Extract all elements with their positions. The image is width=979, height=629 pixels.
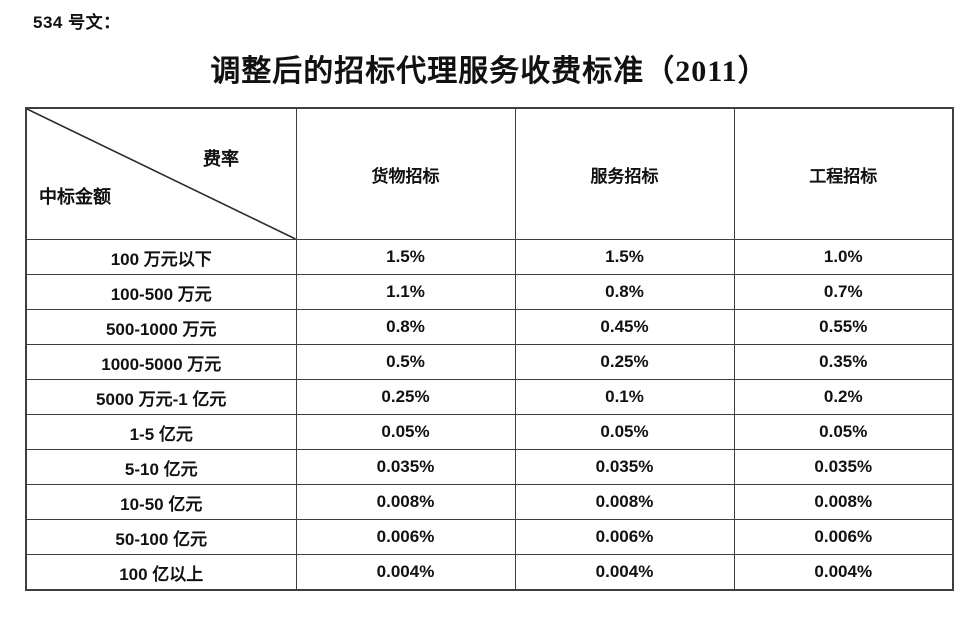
- fee-table: 费率 中标金额 货物招标 服务招标 工程招标 100 万元以下 1.5% 1.5…: [25, 107, 954, 591]
- amount-cell: 5000 万元-1 亿元: [25, 379, 297, 415]
- goods-rate-cell: 0.004%: [295, 554, 516, 591]
- table-row: 100-500 万元 1.1% 0.8% 0.7%: [25, 274, 954, 310]
- table-row: 5-10 亿元 0.035% 0.035% 0.035%: [25, 449, 954, 485]
- goods-rate-cell: 0.5%: [295, 344, 516, 380]
- goods-rate-cell: 0.008%: [295, 484, 516, 520]
- table-row: 10-50 亿元 0.008% 0.008% 0.008%: [25, 484, 954, 520]
- goods-rate-cell: 1.5%: [295, 239, 516, 275]
- service-rate-cell: 0.25%: [514, 344, 735, 380]
- goods-rate-cell: 0.25%: [295, 379, 516, 415]
- page-title: 调整后的招标代理服务收费标准（2011）: [210, 55, 769, 88]
- amount-cell: 100 万元以下: [25, 239, 297, 275]
- service-rate-cell: 0.05%: [514, 414, 735, 450]
- service-rate-cell: 1.5%: [514, 239, 735, 275]
- engineering-rate-cell: 0.05%: [733, 414, 954, 450]
- goods-rate-cell: 0.05%: [295, 414, 516, 450]
- engineering-rate-cell: 0.35%: [733, 344, 954, 380]
- amount-cell: 1-5 亿元: [25, 414, 297, 450]
- engineering-rate-cell: 0.7%: [733, 274, 954, 310]
- column-header-goods: 货物招标: [295, 107, 516, 240]
- table-row: 100 万元以下 1.5% 1.5% 1.0%: [25, 239, 954, 275]
- engineering-rate-cell: 0.008%: [733, 484, 954, 520]
- engineering-rate-cell: 0.006%: [733, 519, 954, 555]
- amount-cell: 100-500 万元: [25, 274, 297, 310]
- table-row: 50-100 亿元 0.006% 0.006% 0.006%: [25, 519, 954, 555]
- goods-rate-cell: 0.8%: [295, 309, 516, 345]
- table-row: 1000-5000 万元 0.5% 0.25% 0.35%: [25, 344, 954, 380]
- engineering-rate-cell: 0.004%: [733, 554, 954, 591]
- amount-cell: 500-1000 万元: [25, 309, 297, 345]
- goods-rate-cell: 0.035%: [295, 449, 516, 485]
- service-rate-cell: 0.8%: [514, 274, 735, 310]
- doc-number: 534 号文：: [33, 13, 121, 32]
- corner-label-rate: 费率: [203, 149, 239, 169]
- engineering-rate-cell: 1.0%: [733, 239, 954, 275]
- service-rate-cell: 0.006%: [514, 519, 735, 555]
- amount-cell: 10-50 亿元: [25, 484, 297, 520]
- header-row: 费率 中标金额 货物招标 服务招标 工程招标: [25, 107, 954, 240]
- column-header-service: 服务招标: [514, 107, 735, 240]
- amount-cell: 1000-5000 万元: [25, 344, 297, 380]
- engineering-rate-cell: 0.55%: [733, 309, 954, 345]
- table-row: 500-1000 万元 0.8% 0.45% 0.55%: [25, 309, 954, 345]
- table-row: 5000 万元-1 亿元 0.25% 0.1% 0.2%: [25, 379, 954, 415]
- column-header-engineering: 工程招标: [733, 107, 954, 240]
- service-rate-cell: 0.1%: [514, 379, 735, 415]
- service-rate-cell: 0.008%: [514, 484, 735, 520]
- amount-cell: 5-10 亿元: [25, 449, 297, 485]
- table-row: 100 亿以上 0.004% 0.004% 0.004%: [25, 554, 954, 591]
- goods-rate-cell: 0.006%: [295, 519, 516, 555]
- engineering-rate-cell: 0.035%: [733, 449, 954, 485]
- corner-label-amount: 中标金额: [39, 187, 111, 207]
- table-row: 1-5 亿元 0.05% 0.05% 0.05%: [25, 414, 954, 450]
- amount-cell: 50-100 亿元: [25, 519, 297, 555]
- engineering-rate-cell: 0.2%: [733, 379, 954, 415]
- service-rate-cell: 0.45%: [514, 309, 735, 345]
- goods-rate-cell: 1.1%: [295, 274, 516, 310]
- corner-cell: 费率 中标金额: [25, 107, 297, 240]
- amount-cell: 100 亿以上: [25, 554, 297, 591]
- diagonal-line: [27, 109, 296, 239]
- service-rate-cell: 0.035%: [514, 449, 735, 485]
- service-rate-cell: 0.004%: [514, 554, 735, 591]
